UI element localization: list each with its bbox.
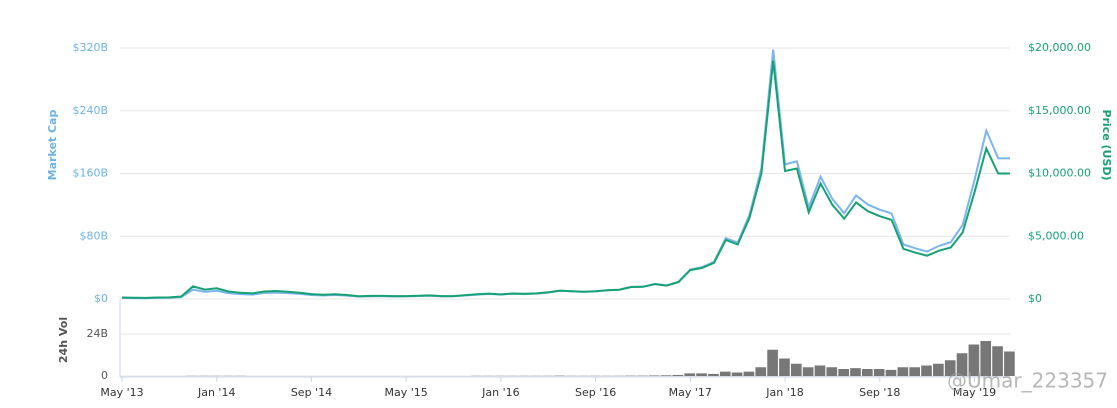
y-tick-label: $160B [72, 167, 108, 180]
volume-bar [719, 371, 731, 376]
y2-tick-label: $0 [1028, 292, 1042, 305]
x-tick-label: Sep '18 [859, 386, 900, 399]
x-tick-label: Sep '14 [291, 386, 332, 399]
volume-bar [767, 349, 778, 376]
y2-tick-label: $15,000.00 [1028, 104, 1091, 117]
volume-bar [731, 372, 743, 376]
x-tick-label: May '13 [100, 386, 143, 399]
volume-bar [992, 346, 1003, 376]
x-tick-label: May '15 [385, 386, 428, 399]
x-tick-label: May '17 [669, 386, 712, 399]
watermark: @Umar_223357 [947, 369, 1108, 393]
volume-bar [968, 344, 980, 376]
y2-tick-label: $10,000.00 [1028, 167, 1091, 180]
volume-bar [921, 365, 932, 376]
volume-bar [850, 368, 861, 376]
y-tick-label: 0 [101, 369, 108, 382]
volume-bar [790, 363, 802, 376]
volume-bar [708, 373, 719, 376]
volume-bar [660, 375, 672, 376]
volume-bar [826, 367, 838, 376]
y-tick-label: 24B [86, 327, 108, 340]
y2-tick-label: $5,000.00 [1028, 229, 1084, 242]
volume-bar [814, 365, 826, 376]
y2-tick-label: $20,000.00 [1028, 41, 1091, 54]
volume-bar [933, 363, 944, 376]
volume-bar [873, 369, 885, 376]
x-tick-label: May '19 [953, 386, 996, 399]
volume-bar [885, 369, 897, 376]
volume-bar [802, 367, 814, 376]
volume-bar [1004, 351, 1015, 376]
y-tick-label: $80B [79, 229, 108, 242]
x-tick-label: Jan '14 [197, 386, 235, 399]
volume-bar [648, 375, 660, 376]
line [121, 60, 1010, 299]
volume-bar [684, 373, 696, 376]
x-tick-label: Jan '18 [765, 386, 803, 399]
volume-bar [944, 360, 956, 376]
x-tick-label: Sep '16 [575, 386, 616, 399]
y-tick-label: $320B [72, 41, 108, 54]
y2-axis-label: Price (USD) [1100, 109, 1113, 180]
y-tick-label: $240B [72, 104, 108, 117]
volume-bar [755, 367, 767, 376]
volume-bar [743, 371, 755, 376]
volume-bar [696, 373, 707, 376]
y-tick-label: $0 [94, 292, 108, 305]
volume-bar [838, 369, 849, 376]
volume-bar [956, 353, 968, 376]
volume-bar [980, 341, 992, 376]
volume-bar [672, 374, 684, 376]
volume-bar [862, 369, 873, 376]
y-axis-label: Market Cap [46, 110, 59, 181]
volume-bar [897, 367, 909, 376]
x-tick-label: Jan '16 [481, 386, 519, 399]
volume-axis-label: 24h Vol [57, 317, 70, 363]
volume-bar [909, 367, 921, 376]
volume-bar [779, 358, 790, 376]
